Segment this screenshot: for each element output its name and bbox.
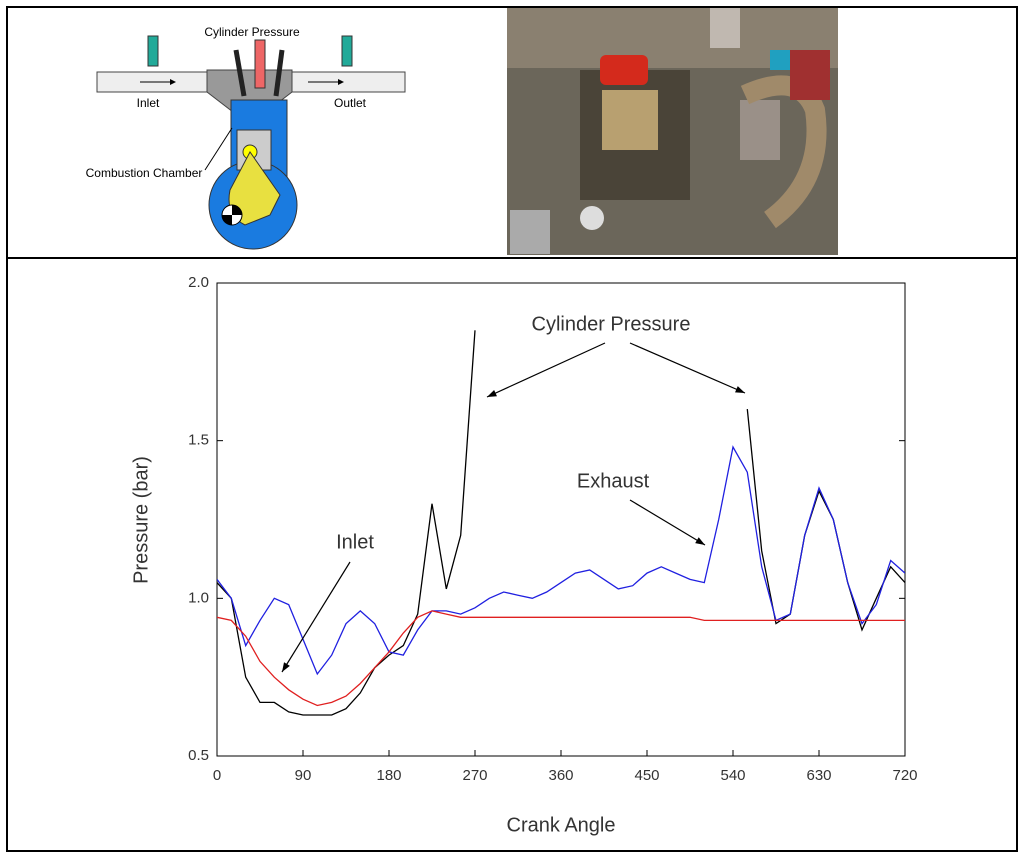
- y-tick-label: 2.0: [188, 274, 209, 291]
- annotation-arrow: [281, 561, 351, 673]
- annotation: Inlet: [336, 531, 374, 553]
- x-tick-label: 720: [892, 767, 917, 784]
- x-axis-label: Crank Angle: [507, 814, 616, 836]
- y-tick-label: 0.5: [188, 747, 209, 764]
- x-tick-label: 90: [295, 767, 312, 784]
- annotation-arrow: [629, 342, 746, 394]
- y-axis-label: Pressure (bar): [130, 456, 152, 584]
- annotation: Cylinder Pressure: [532, 313, 691, 335]
- x-tick-label: 0: [213, 767, 221, 784]
- outer-border: [6, 6, 1018, 852]
- diagram-label: Inlet: [137, 96, 160, 110]
- series-line: [217, 445, 905, 676]
- diagram-label: Cylinder Pressure: [204, 25, 300, 39]
- plot-frame: [216, 282, 906, 757]
- series-line: [217, 330, 905, 716]
- x-tick-label: 450: [634, 767, 659, 784]
- annotation-arrow: [486, 342, 606, 398]
- y-tick-label: 1.5: [188, 432, 209, 449]
- engine-diagram: Cylinder Pressure Inlet Outlet Combustio…: [86, 25, 406, 250]
- x-tick-label: 270: [462, 767, 487, 784]
- x-tick-label: 360: [548, 767, 573, 784]
- arrow-head: [695, 537, 705, 545]
- arrow-head: [282, 662, 290, 672]
- x-tick-label: 630: [806, 767, 831, 784]
- annotation-arrow: [629, 499, 706, 546]
- diagram-label: Combustion Chamber: [86, 166, 203, 180]
- engine-photo: [507, 8, 838, 255]
- x-tick-label: 540: [720, 767, 745, 784]
- annotation: Exhaust: [577, 470, 650, 492]
- arrow-head: [735, 386, 745, 393]
- y-tick-label: 1.0: [188, 589, 209, 606]
- x-tick-label: 180: [376, 767, 401, 784]
- arrow-head: [487, 389, 497, 397]
- series-line: [217, 610, 905, 707]
- diagram-label: Outlet: [334, 96, 367, 110]
